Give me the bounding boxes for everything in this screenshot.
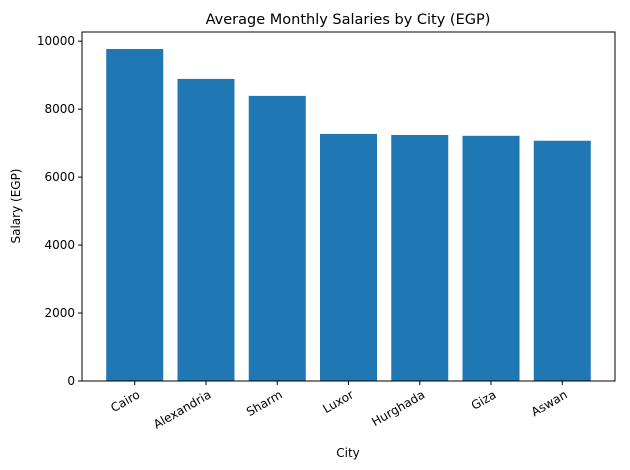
y-tick-label: 6000 <box>44 170 75 184</box>
x-tick-label: Luxor <box>320 387 356 416</box>
bar-alexandria <box>177 78 235 381</box>
y-tick-label: 0 <box>67 374 75 388</box>
x-tick-label: Aswan <box>529 387 570 419</box>
bar-sharm <box>248 95 306 381</box>
y-tick-label: 2000 <box>44 306 75 320</box>
bar-hurghada <box>391 134 449 381</box>
x-axis-label: City <box>336 446 360 460</box>
y-tick-label: 10000 <box>37 34 75 48</box>
y-axis-label: Salary (EGP) <box>9 169 23 244</box>
x-tick-label: Alexandria <box>151 387 213 431</box>
chart-title: Average Monthly Salaries by City (EGP) <box>206 12 491 28</box>
plot-frame <box>81 31 616 382</box>
y-tick-label: 4000 <box>44 238 75 252</box>
bar-cairo <box>106 48 164 381</box>
bar-aswan <box>533 140 591 381</box>
x-tick-label: Hurghada <box>369 387 427 429</box>
x-tick-label: Cairo <box>108 387 142 415</box>
x-tick-label: Giza <box>469 387 499 412</box>
bar-giza <box>462 135 520 381</box>
y-tick-label: 8000 <box>44 102 75 116</box>
x-tick-label: Sharm <box>244 387 285 419</box>
bar-luxor <box>319 133 378 381</box>
